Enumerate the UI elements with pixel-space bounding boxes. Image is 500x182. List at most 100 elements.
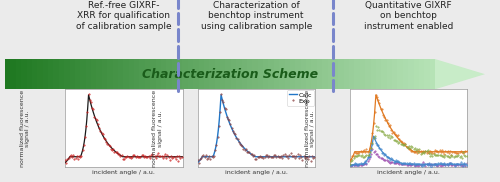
X-axis label: incident angle / a.u.: incident angle / a.u.	[92, 169, 155, 175]
Polygon shape	[75, 59, 80, 89]
Calc	[268, 156, 274, 158]
Polygon shape	[279, 59, 284, 89]
Polygon shape	[96, 59, 102, 89]
Polygon shape	[274, 59, 279, 89]
Polygon shape	[118, 59, 124, 89]
Polygon shape	[204, 59, 209, 89]
Polygon shape	[419, 59, 424, 89]
Exp	[218, 93, 224, 95]
Polygon shape	[344, 59, 349, 89]
Polygon shape	[306, 59, 312, 89]
Polygon shape	[59, 59, 64, 89]
Polygon shape	[80, 59, 86, 89]
Exp	[219, 99, 225, 101]
Text: normalized fluorescence
signal / a.u.: normalized fluorescence signal / a.u.	[304, 90, 316, 167]
Exp	[311, 156, 317, 158]
Polygon shape	[198, 59, 204, 89]
Calc	[280, 156, 285, 158]
Polygon shape	[414, 59, 419, 89]
Exp	[196, 162, 202, 164]
Polygon shape	[54, 59, 59, 89]
Legend: Calc, Exp: Calc, Exp	[287, 90, 314, 106]
Polygon shape	[107, 59, 112, 89]
Polygon shape	[156, 59, 161, 89]
Polygon shape	[333, 59, 338, 89]
Polygon shape	[150, 59, 156, 89]
Polygon shape	[140, 59, 145, 89]
Polygon shape	[134, 59, 140, 89]
Polygon shape	[161, 59, 166, 89]
X-axis label: incident angle / a.u.: incident angle / a.u.	[225, 169, 288, 175]
Exp	[308, 160, 314, 162]
Polygon shape	[392, 59, 398, 89]
Calc	[233, 136, 239, 138]
Polygon shape	[102, 59, 107, 89]
Polygon shape	[317, 59, 322, 89]
Calc	[312, 156, 318, 158]
Polygon shape	[188, 59, 193, 89]
Text: Quantitative GIXRF
on benchtop
instrument enabled: Quantitative GIXRF on benchtop instrumen…	[364, 1, 454, 31]
Polygon shape	[128, 59, 134, 89]
Polygon shape	[435, 59, 485, 89]
Polygon shape	[5, 59, 10, 89]
Polygon shape	[408, 59, 414, 89]
Polygon shape	[263, 59, 268, 89]
Text: normalized fluorescence
signal / a.u.: normalized fluorescence signal / a.u.	[20, 90, 30, 167]
Polygon shape	[312, 59, 317, 89]
Polygon shape	[403, 59, 408, 89]
Polygon shape	[430, 59, 435, 89]
Polygon shape	[231, 59, 236, 89]
Polygon shape	[42, 59, 48, 89]
Polygon shape	[220, 59, 226, 89]
Polygon shape	[284, 59, 290, 89]
Polygon shape	[172, 59, 177, 89]
Polygon shape	[360, 59, 365, 89]
X-axis label: incident angle / a.u.: incident angle / a.u.	[378, 169, 440, 175]
Polygon shape	[112, 59, 118, 89]
Exp	[304, 155, 310, 158]
Polygon shape	[398, 59, 403, 89]
Polygon shape	[21, 59, 26, 89]
Polygon shape	[145, 59, 150, 89]
Polygon shape	[322, 59, 328, 89]
Exp	[257, 155, 263, 157]
Polygon shape	[124, 59, 128, 89]
Text: normalized fluorescence
signal / a.u.: normalized fluorescence signal / a.u.	[152, 90, 163, 167]
Polygon shape	[295, 59, 300, 89]
Polygon shape	[328, 59, 333, 89]
Polygon shape	[193, 59, 198, 89]
Polygon shape	[91, 59, 96, 89]
Polygon shape	[349, 59, 354, 89]
Polygon shape	[32, 59, 37, 89]
Polygon shape	[48, 59, 54, 89]
Polygon shape	[16, 59, 21, 89]
Text: Characterization of
benchtop instrument
using calibration sample: Characterization of benchtop instrument …	[200, 1, 312, 31]
Calc	[194, 161, 200, 164]
Polygon shape	[268, 59, 274, 89]
Exp	[194, 159, 200, 162]
Exp	[224, 116, 230, 118]
Line: Exp: Exp	[197, 93, 314, 163]
Polygon shape	[37, 59, 43, 89]
Polygon shape	[354, 59, 360, 89]
Polygon shape	[242, 59, 247, 89]
Polygon shape	[370, 59, 376, 89]
Polygon shape	[300, 59, 306, 89]
Polygon shape	[290, 59, 295, 89]
Exp	[266, 155, 272, 157]
Polygon shape	[424, 59, 430, 89]
Calc	[242, 147, 248, 149]
Polygon shape	[26, 59, 32, 89]
Calc	[280, 156, 286, 158]
Calc	[218, 94, 224, 96]
Polygon shape	[166, 59, 172, 89]
Polygon shape	[258, 59, 263, 89]
Polygon shape	[86, 59, 91, 89]
Polygon shape	[209, 59, 214, 89]
Line: Calc: Calc	[198, 95, 315, 163]
Text: Ref.-free GIXRF-
XRR for qualification
of calibration sample: Ref.-free GIXRF- XRR for qualification o…	[76, 1, 172, 31]
Polygon shape	[182, 59, 188, 89]
Polygon shape	[10, 59, 16, 89]
Polygon shape	[252, 59, 258, 89]
Text: Characterization Scheme: Characterization Scheme	[142, 68, 318, 81]
